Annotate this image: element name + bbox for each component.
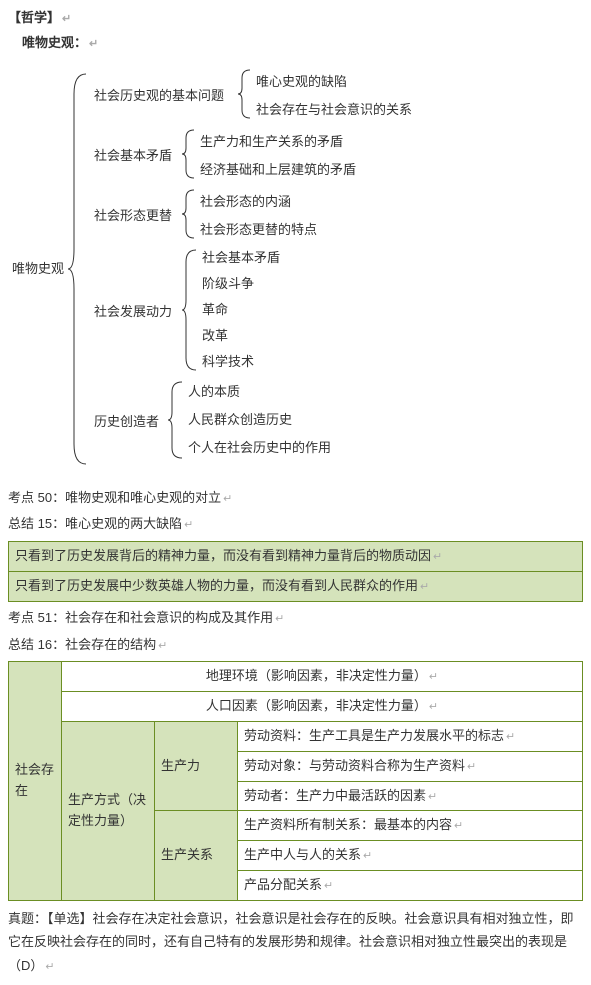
leaf: 科学技术 — [202, 352, 254, 373]
knowledge-point-51: 考点 51：社会存在和社会意识的构成及其作用↵ — [8, 608, 583, 629]
leaf: 生产力和生产关系的矛盾 — [200, 132, 343, 153]
branch-label: 历史创造者 — [94, 412, 159, 433]
structure-table: 社会存在 地理环境（影响因素，非决定性力量）↵ 人口因素（影响因素，非决定性力量… — [8, 661, 583, 900]
leaf: 社会形态的内涵 — [200, 192, 291, 213]
subtitle: 唯物史观：↵ — [22, 33, 583, 54]
table-mode: 生产方式（决定性力量） — [62, 721, 155, 900]
leaf: 社会形态更替的特点 — [200, 220, 317, 241]
branch-label: 社会发展动力 — [94, 302, 172, 323]
leaf: 人民群众创造历史 — [188, 410, 292, 431]
summary-15: 总结 15：唯心史观的两大缺陷↵ — [8, 514, 583, 535]
leaf: 社会基本矛盾 — [202, 248, 280, 269]
question-text: 真题：【单选】社会存在决定社会意识，社会意识是社会存在的反映。社会意识具有相对独… — [8, 907, 583, 978]
branch-label: 社会基本矛盾 — [94, 146, 172, 167]
table-row: 地理环境（影响因素，非决定性力量）↵ — [62, 662, 583, 692]
table-gx: 生产关系 — [155, 811, 238, 900]
branch-label: 社会形态更替 — [94, 206, 172, 227]
knowledge-point-50: 考点 50：唯物史观和唯心史观的对立↵ — [8, 488, 583, 509]
table-rowhead: 社会存在 — [9, 662, 62, 900]
leaf: 社会存在与社会意识的关系 — [256, 100, 412, 121]
leaf: 经济基础和上层建筑的矛盾 — [200, 160, 356, 181]
table-scl: 生产力 — [155, 721, 238, 810]
table-row: 劳动对象：与劳动资料合称为生产资料↵ — [238, 751, 583, 781]
page-title: 【哲学】↵ — [8, 8, 583, 29]
table-row: 人口因素（影响因素，非决定性力量）↵ — [62, 692, 583, 722]
defects-table: 只看到了历史发展背后的精神力量，而没有看到精神力量背后的物质动因↵ 只看到了历史… — [8, 541, 583, 602]
leaf: 改革 — [202, 326, 228, 347]
table-row: 只看到了历史发展中少数英雄人物的力量，而没有看到人民群众的作用↵ — [9, 571, 583, 601]
leaf: 阶级斗争 — [202, 274, 254, 295]
tree-root: 唯物史观 — [12, 259, 64, 280]
table-row: 劳动者：生产力中最活跃的因素↵ — [238, 781, 583, 811]
table-row: 生产中人与人的关系↵ — [238, 841, 583, 871]
table-row: 只看到了历史发展背后的精神力量，而没有看到精神力量背后的物质动因↵ — [9, 542, 583, 572]
table-row: 产品分配关系↵ — [238, 870, 583, 900]
leaf: 人的本质 — [188, 382, 240, 403]
leaf: 唯心史观的缺陷 — [256, 72, 347, 93]
leaf: 个人在社会历史中的作用 — [188, 438, 331, 459]
summary-16: 总结 16：社会存在的结构↵ — [8, 635, 583, 656]
table-row: 生产资料所有制关系：最基本的内容↵ — [238, 811, 583, 841]
leaf: 革命 — [202, 300, 228, 321]
concept-tree: 唯物史观 社会历史观的基本问题 唯心史观的缺陷 社会存在与社会意识的关系 社会基… — [8, 64, 583, 474]
table-row: 劳动资料：生产工具是生产力发展水平的标志↵ — [238, 721, 583, 751]
branch-label: 社会历史观的基本问题 — [94, 86, 224, 107]
